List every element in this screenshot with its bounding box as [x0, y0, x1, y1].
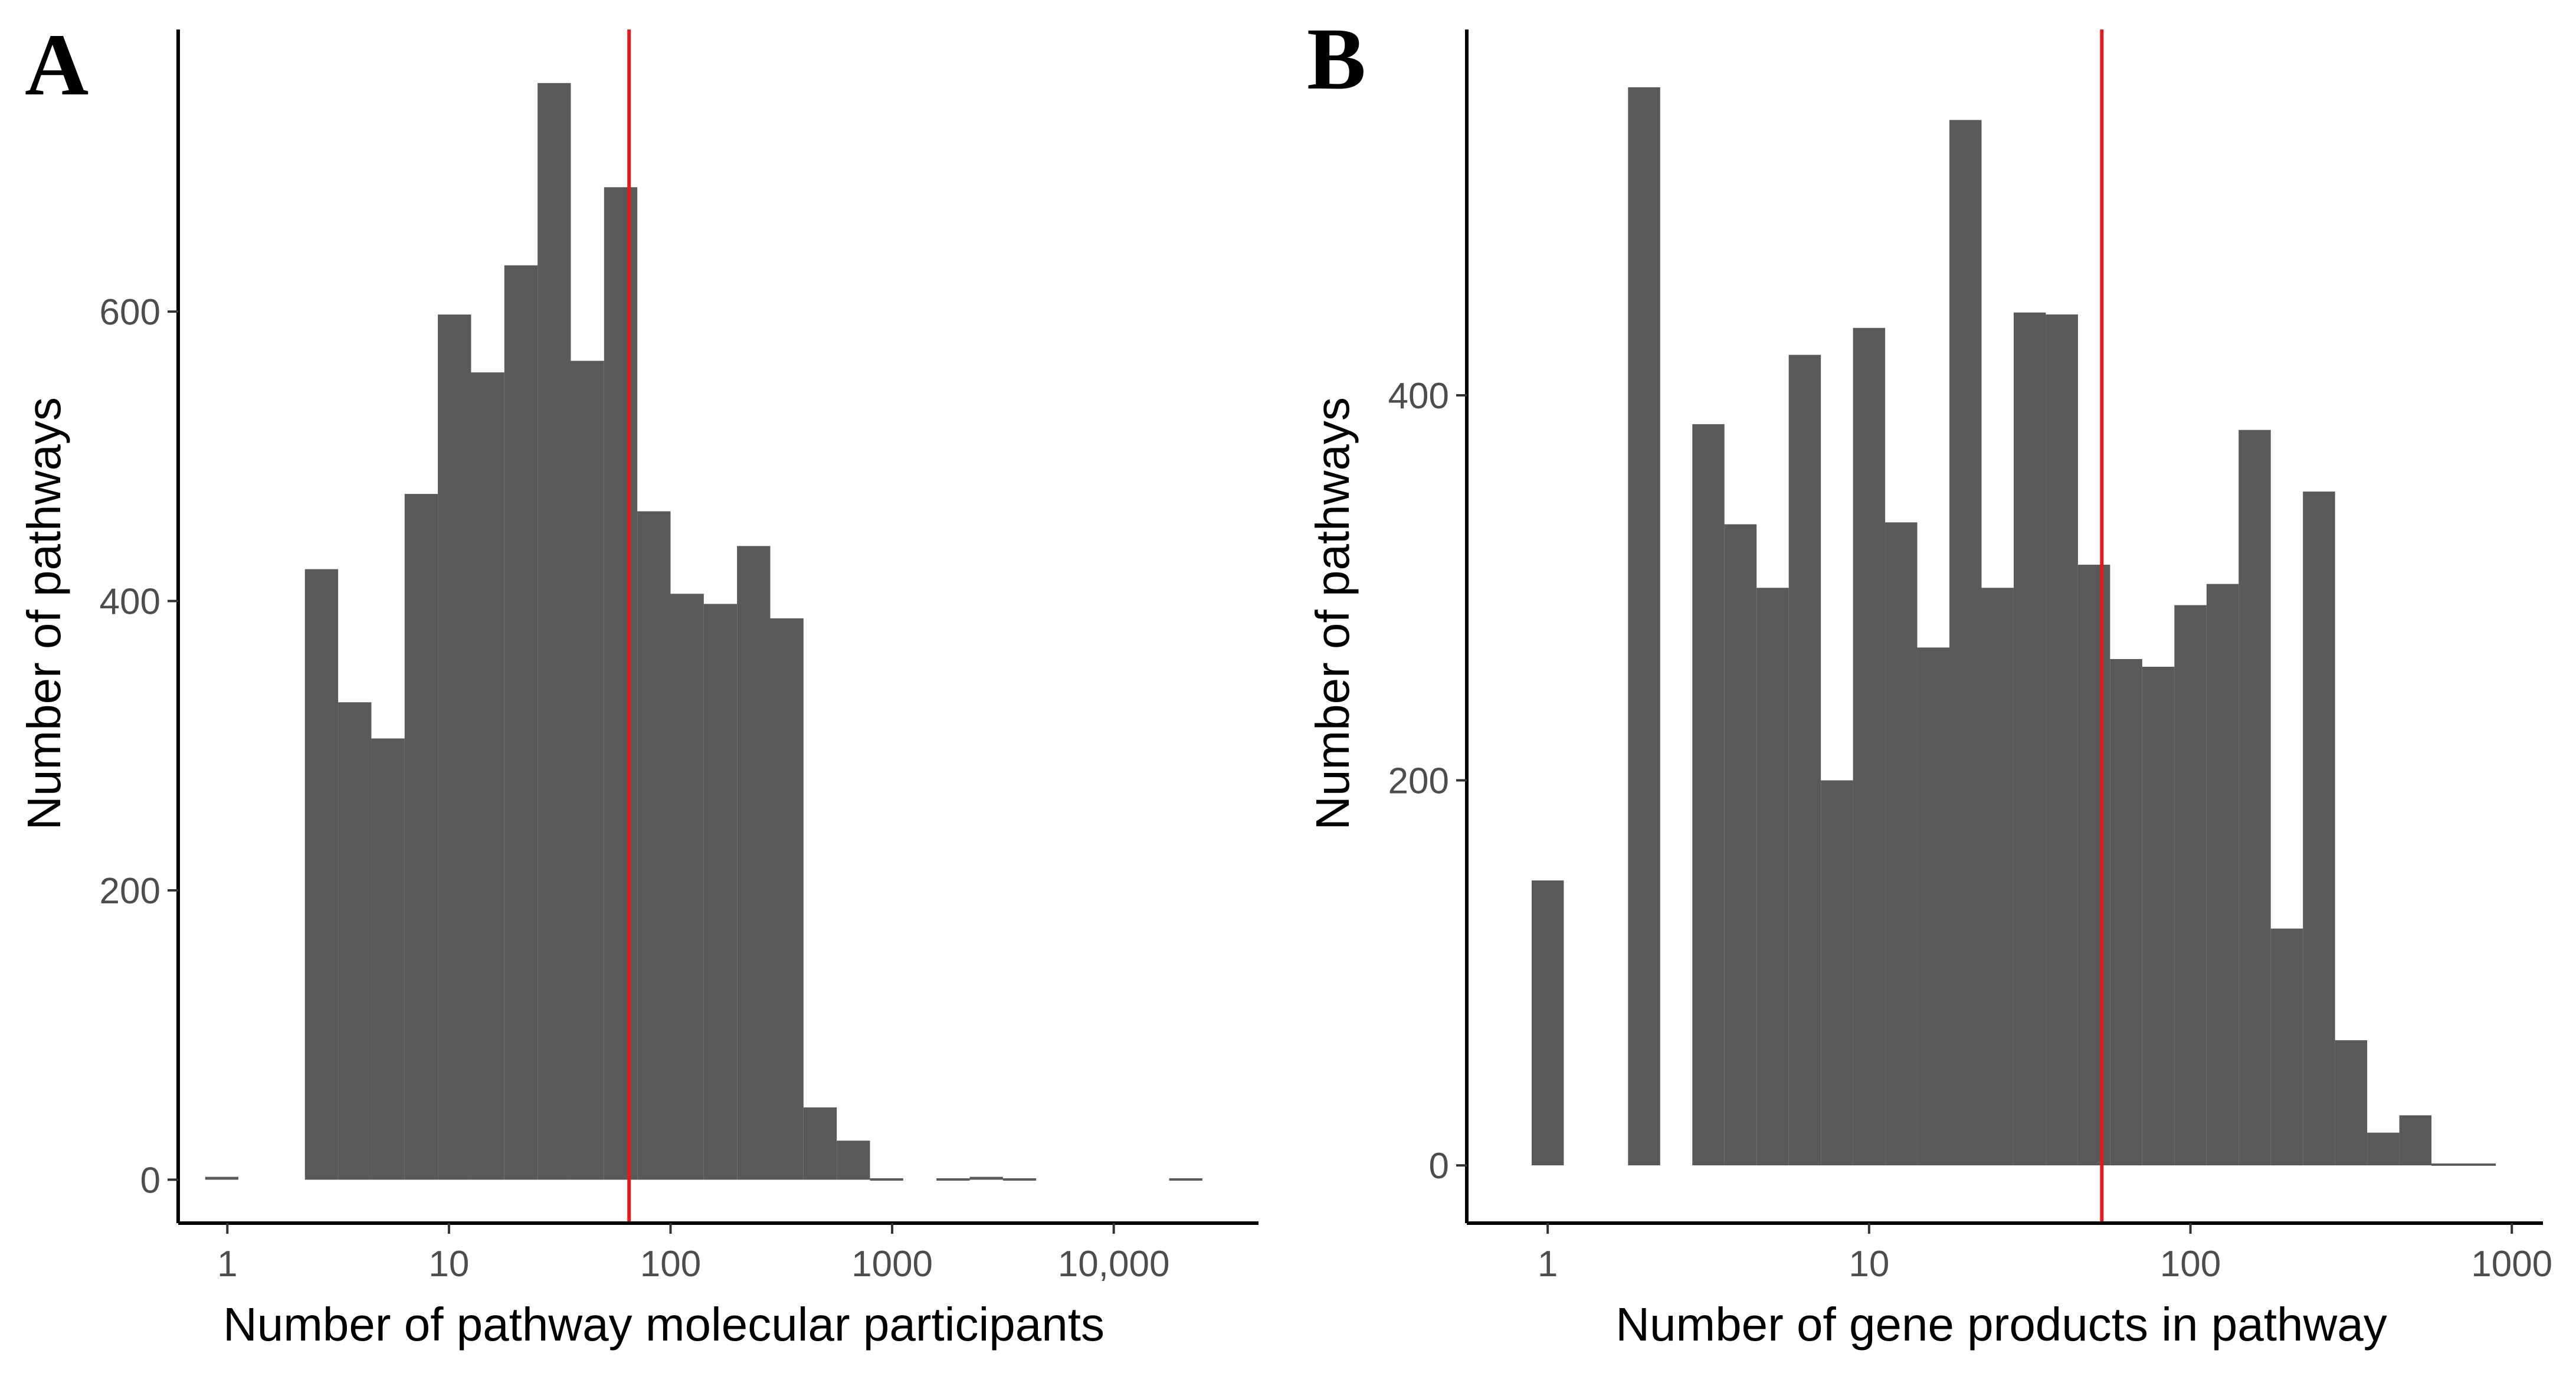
- a-xtick-label: 10,000: [1058, 1244, 1170, 1284]
- histogram-bar: [2463, 1163, 2496, 1166]
- histogram-bar: [969, 1177, 1003, 1180]
- panel-a-bars: [205, 83, 1202, 1181]
- histogram-bar: [604, 187, 638, 1180]
- histogram-bar: [770, 618, 804, 1180]
- b-xtick-label: 1000: [2471, 1244, 2552, 1284]
- histogram-bar: [1917, 647, 1950, 1166]
- histogram-bar: [2174, 605, 2207, 1166]
- histogram-bar: [2110, 658, 2142, 1166]
- panel-a-y-ticks: 0 200 400 600: [100, 292, 178, 1201]
- a-xtick-label: 1: [217, 1244, 237, 1284]
- histogram-bar: [471, 372, 504, 1180]
- b-ytick-label: 200: [1388, 761, 1449, 802]
- histogram-bar: [2077, 565, 2110, 1166]
- histogram-bar: [837, 1141, 870, 1180]
- b-xtick-label: 100: [2160, 1244, 2221, 1284]
- histogram-bar: [1788, 355, 1821, 1166]
- histogram-bar: [1628, 87, 1660, 1166]
- histogram-bar: [371, 738, 405, 1180]
- histogram-bar: [2142, 667, 2175, 1166]
- histogram-bar: [670, 594, 704, 1180]
- histogram-bar: [936, 1178, 970, 1181]
- histogram-bar: [2335, 1040, 2368, 1166]
- histogram-bar: [404, 494, 438, 1180]
- histogram-bar: [1821, 780, 1853, 1166]
- panel-a-y-axis-title: Number of pathways: [18, 397, 70, 830]
- histogram-bar: [737, 546, 771, 1180]
- histogram-bar: [338, 702, 372, 1180]
- histogram-bar: [1949, 120, 1982, 1166]
- a-xtick-label: 1000: [851, 1244, 933, 1284]
- a-ytick-label: 0: [140, 1160, 160, 1201]
- panel-b-x-ticks: 1 10 100 1000: [1538, 1223, 2552, 1284]
- panel-label-b: B: [1307, 10, 1366, 108]
- histogram-bar: [2046, 314, 2078, 1166]
- histogram-bar: [2013, 312, 2046, 1166]
- histogram-bar: [304, 569, 339, 1180]
- panel-b-x-axis-title: Number of gene products in pathway: [1615, 1298, 2387, 1351]
- panel-a-x-axis-title: Number of pathway molecular participants: [223, 1298, 1105, 1351]
- panel-label-a: A: [25, 16, 89, 114]
- histogram-bar: [2431, 1163, 2464, 1166]
- a-xtick-label: 10: [428, 1244, 469, 1284]
- histogram-bar: [2367, 1132, 2400, 1166]
- histogram-bar: [1756, 588, 1789, 1166]
- histogram-bar: [1853, 327, 1886, 1166]
- histogram-bar: [2303, 491, 2335, 1166]
- panel-b-bars: [1531, 87, 2496, 1166]
- b-xtick-label: 1: [1538, 1244, 1558, 1284]
- histogram-bar: [2399, 1115, 2432, 1166]
- histogram-bar: [1002, 1178, 1037, 1181]
- panel-b: B 0 200 400 1 10 100 1000 Number of gene…: [1306, 10, 2552, 1351]
- b-xtick-label: 10: [1849, 1244, 1889, 1284]
- histogram-bar: [504, 265, 538, 1180]
- b-ytick-label: 0: [1429, 1146, 1449, 1187]
- histogram-bar: [870, 1178, 903, 1181]
- a-ytick-label: 600: [100, 292, 160, 333]
- histogram-bar: [2239, 430, 2271, 1166]
- histogram-bar: [2206, 584, 2239, 1166]
- panel-a-x-ticks: 1 10 100 1000 10,000: [217, 1223, 1169, 1284]
- histogram-bar: [1981, 588, 2014, 1166]
- panel-a: A 0 200 400 600 1 10 100 1000 10,000: [18, 16, 1258, 1351]
- a-xtick-label: 100: [640, 1244, 701, 1284]
- histogram-bar: [703, 604, 738, 1180]
- histogram-bar: [438, 314, 471, 1180]
- histogram-bar: [538, 83, 571, 1180]
- histogram-bar: [1885, 522, 1918, 1166]
- histogram-bar: [1169, 1178, 1202, 1181]
- b-ytick-label: 400: [1388, 376, 1449, 417]
- histogram-bar: [1531, 880, 1564, 1166]
- histogram-bar: [803, 1107, 837, 1180]
- histogram-bar: [1692, 424, 1725, 1166]
- histogram-bar: [1724, 524, 1757, 1166]
- histogram-bar: [205, 1177, 239, 1180]
- panel-b-y-axis-title: Number of pathways: [1306, 397, 1359, 830]
- histogram-bar: [571, 361, 604, 1180]
- a-ytick-label: 200: [100, 871, 160, 912]
- histogram-bar: [637, 511, 671, 1180]
- panel-b-y-ticks: 0 200 400: [1388, 376, 1467, 1187]
- histogram-bar: [2270, 928, 2303, 1166]
- a-ytick-label: 400: [100, 582, 160, 622]
